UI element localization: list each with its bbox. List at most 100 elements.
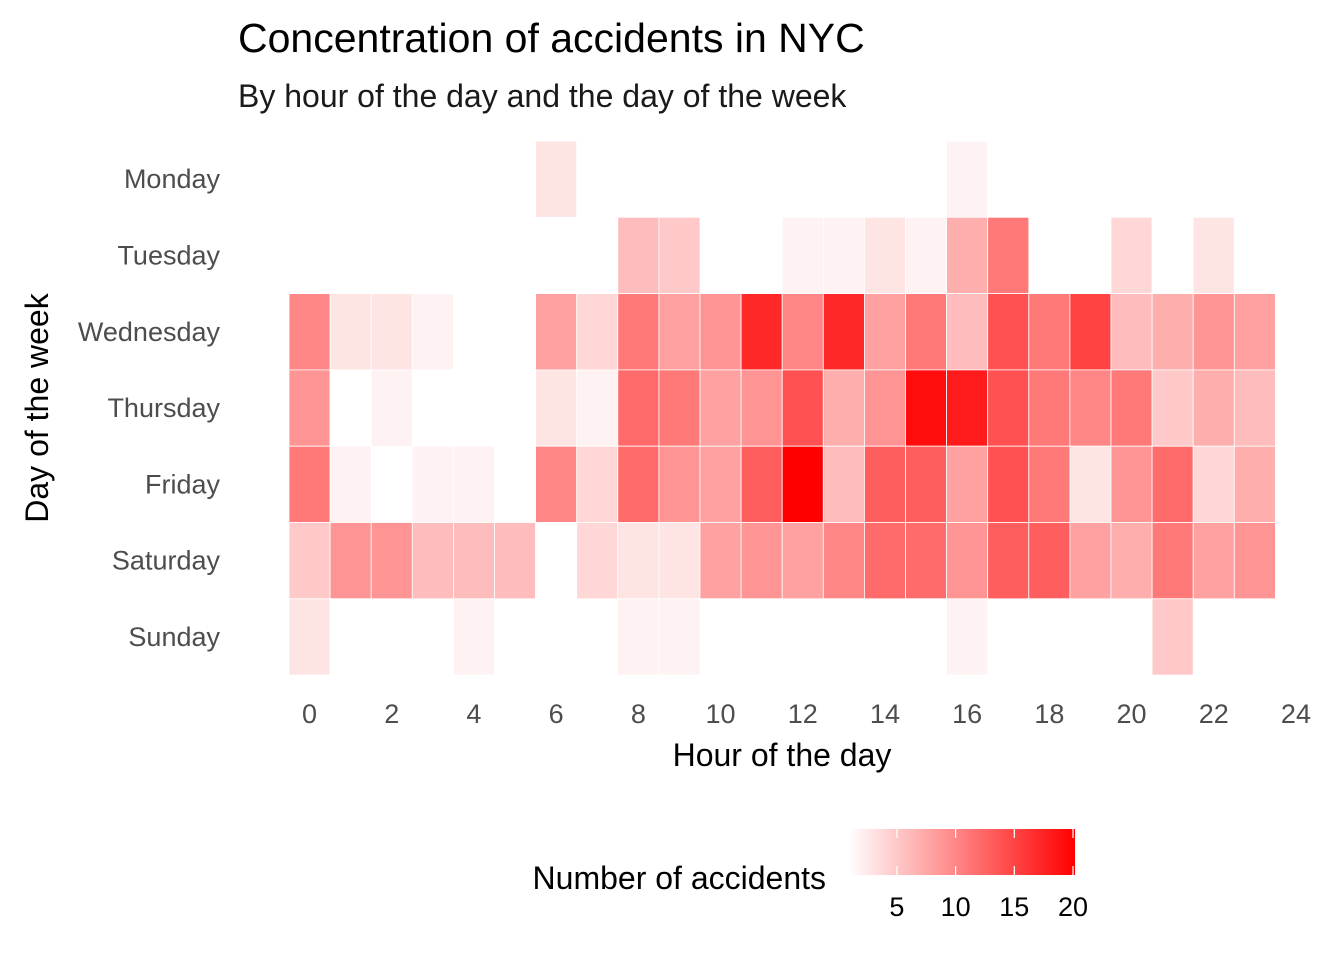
heatmap-cell-saturday-16: [946, 522, 989, 600]
heatmap-cell-friday-20: [1110, 445, 1153, 523]
heatmap-cell-monday-19: [1069, 140, 1112, 218]
heatmap-cell-saturday-23: [1233, 522, 1276, 600]
heatmap-cell-thursday-2: [370, 369, 413, 447]
heatmap-cell-friday-21: [1151, 445, 1194, 523]
heatmap-cell-saturday-7: [576, 522, 619, 600]
heatmap-cell-thursday-10: [699, 369, 742, 447]
heatmap-cell-saturday-6: [535, 522, 578, 600]
x-tick-label: 24: [1281, 699, 1311, 729]
heatmap-cell-friday-17: [987, 445, 1030, 523]
heatmap-cell-wednesday-10: [699, 293, 742, 371]
heatmap-cell-tuesday-12: [781, 216, 824, 295]
heatmap-cell-tuesday-22: [1192, 216, 1235, 295]
heatmap-cell-wednesday-1: [329, 293, 372, 371]
heatmap-cell-saturday-4: [452, 522, 495, 600]
heatmap-cell-friday-15: [905, 445, 947, 523]
heatmap-cell-monday-18: [1028, 140, 1071, 218]
heatmap-cell-saturday-21: [1151, 522, 1194, 600]
heatmap-cell-tuesday-21: [1151, 216, 1194, 295]
y-tick-label: Monday: [124, 164, 221, 194]
heatmap-cell-wednesday-13: [822, 293, 865, 371]
y-tick-label: Thursday: [107, 393, 220, 423]
heatmap-cell-tuesday-8: [617, 216, 660, 295]
legend-tick-label: 20: [1058, 892, 1088, 922]
heatmap-cell-saturday-10: [699, 522, 742, 600]
heatmap-cell-friday-16: [946, 445, 989, 523]
heatmap-cell-tuesday-13: [822, 216, 865, 295]
heatmap-cell-friday-14: [864, 445, 906, 523]
x-tick-label: 18: [1034, 699, 1064, 729]
heatmap-cell-sunday-11: [740, 598, 783, 676]
heatmap-cell-friday-4: [452, 445, 495, 523]
x-tick-label: 14: [870, 699, 900, 729]
y-axis-title: Day of the week: [19, 292, 55, 522]
heatmap-cell-wednesday-15: [905, 293, 947, 371]
heatmap-cell-saturday-13: [822, 522, 865, 600]
heatmap-cell-friday-23: [1233, 445, 1276, 523]
heatmap-cell-saturday-8: [617, 522, 660, 600]
heatmap-cells: [288, 140, 1276, 676]
heatmap-cell-sunday-1: [329, 598, 372, 676]
heatmap-cell-wednesday-3: [411, 293, 454, 371]
heatmap-cell-wednesday-23: [1233, 293, 1276, 371]
heatmap-cell-friday-10: [699, 445, 742, 523]
heatmap-cell-saturday-15: [905, 522, 947, 600]
heatmap-cell-wednesday-9: [658, 293, 701, 371]
chart-subtitle: By hour of the day and the day of the we…: [238, 78, 847, 114]
heatmap-cell-tuesday-16: [946, 216, 989, 295]
x-tick-label: 4: [466, 699, 481, 729]
heatmap-cell-tuesday-23: [1233, 216, 1276, 295]
heatmap-cell-friday-1: [329, 445, 372, 523]
legend-tick-label: 10: [941, 892, 971, 922]
heatmap-cell-wednesday-8: [617, 293, 660, 371]
x-tick-label: 22: [1199, 699, 1229, 729]
heatmap-cell-friday-19: [1069, 445, 1112, 523]
legend-colorbar: [848, 829, 1075, 875]
x-tick-label: 8: [631, 699, 646, 729]
y-tick-label: Sunday: [128, 622, 220, 652]
heatmap-cell-thursday-14: [864, 369, 906, 447]
heatmap-cell-tuesday-15: [905, 216, 947, 295]
legend-title: Number of accidents: [533, 860, 826, 896]
heatmap-cell-saturday-22: [1192, 522, 1235, 600]
heatmap-cell-sunday-9: [658, 598, 701, 676]
y-axis-ticks: Monday Tuesday Wednesday Thursday Friday Satu…: [78, 164, 221, 652]
heatmap-cell-thursday-21: [1151, 369, 1194, 447]
heatmap-cell-friday-22: [1192, 445, 1235, 523]
x-tick-label: 6: [549, 699, 564, 729]
heatmap-cell-sunday-0: [288, 598, 331, 676]
heatmap-cell-sunday-18: [1028, 598, 1071, 676]
heatmap-cell-saturday-3: [411, 522, 454, 600]
heatmap-cell-saturday-19: [1069, 522, 1112, 600]
heatmap-cell-thursday-12: [781, 369, 824, 447]
heatmap-cell-wednesday-7: [576, 293, 619, 371]
y-tick-label: Tuesday: [117, 240, 220, 270]
heatmap-cell-tuesday-20: [1110, 216, 1153, 295]
heatmap-cell-tuesday-14: [864, 216, 906, 295]
heatmap-cell-saturday-14: [864, 522, 906, 600]
y-tick-label: Wednesday: [78, 317, 221, 347]
heatmap-cell-tuesday-3: [411, 216, 454, 295]
x-axis-ticks: 0 2 4 6 8 10 12 14 16 18 20 22 24: [302, 699, 1311, 729]
x-tick-label: 2: [384, 699, 399, 729]
heatmap-cell-tuesday-17: [987, 216, 1030, 295]
heatmap-cell-thursday-22: [1192, 369, 1235, 447]
x-tick-label: 0: [302, 699, 317, 729]
heatmap-cell-thursday-20: [1110, 369, 1153, 447]
heatmap-cell-thursday-5: [494, 369, 536, 447]
heatmap-cell-wednesday-18: [1028, 293, 1071, 371]
heatmap-cell-friday-6: [535, 445, 578, 523]
heatmap-cell-wednesday-21: [1151, 293, 1194, 371]
heatmap-cell-wednesday-5: [494, 293, 536, 371]
heatmap-cell-saturday-2: [370, 522, 413, 600]
heatmap-cell-tuesday-9: [658, 216, 701, 295]
heatmap-cell-friday-9: [658, 445, 701, 523]
heatmap-cell-tuesday-19: [1069, 216, 1112, 295]
heatmap-cell-thursday-16: [946, 369, 989, 447]
legend: Number of accidents 5 10 15 20: [533, 829, 1088, 922]
heatmap-cell-sunday-16: [946, 598, 989, 676]
heatmap-cell-wednesday-17: [987, 293, 1030, 371]
heatmap-cell-thursday-18: [1028, 369, 1071, 447]
legend-tick-label: 5: [889, 892, 904, 922]
